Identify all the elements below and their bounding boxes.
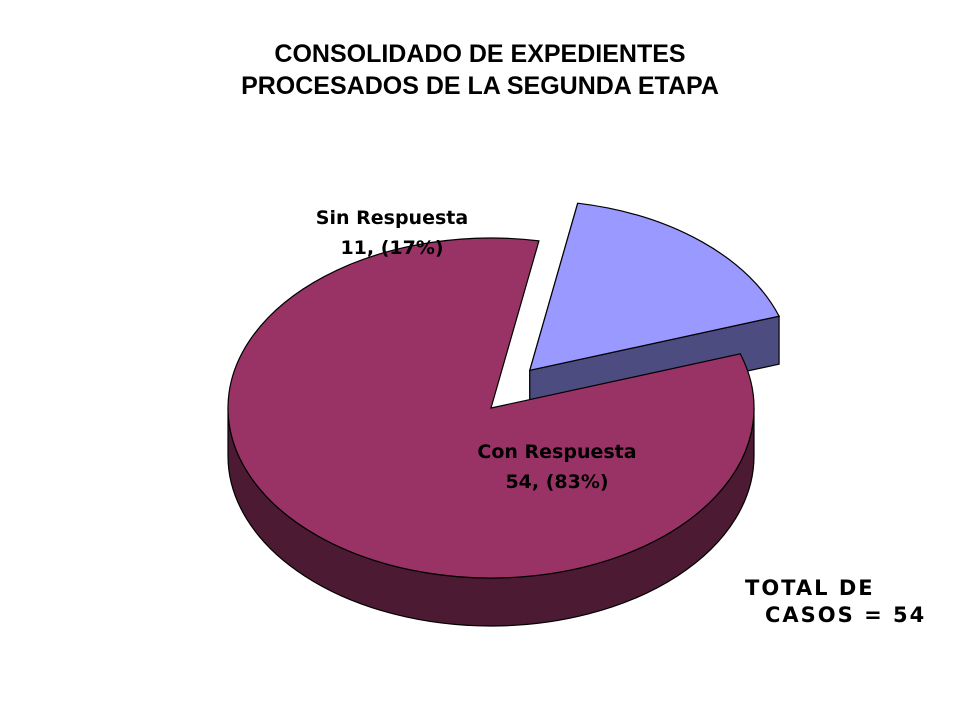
chart-title: CONSOLIDADO DE EXPEDIENTES PROCESADOS DE… <box>0 38 960 102</box>
chart-title-line-2: PROCESADOS DE LA SEGUNDA ETAPA <box>241 72 719 100</box>
total-cases-note: TOTAL DE CASOS = 54 <box>745 575 926 629</box>
slice-top-sin-respuesta <box>528 202 780 372</box>
slice-value-con-respuesta: 54, (83%) <box>505 471 608 493</box>
slice-con-respuesta <box>227 237 755 627</box>
total-cases-line-2: CASOS = 54 <box>765 603 927 627</box>
slice-value-sin-respuesta: 11, (17%) <box>340 237 443 259</box>
slice-top-con-respuesta <box>227 237 755 579</box>
slice-label-con-respuesta: Con Respuesta <box>477 441 636 463</box>
slice-label-sin-respuesta: Sin Respuesta <box>316 207 468 229</box>
pie-layer <box>227 202 780 627</box>
slice-labels: Sin Respuesta 11, (17%) Con Respuesta 54, (… <box>316 207 637 493</box>
total-cases-line-1: TOTAL DE <box>745 576 875 600</box>
chart-title-line-1: CONSOLIDADO DE EXPEDIENTES <box>274 40 686 68</box>
